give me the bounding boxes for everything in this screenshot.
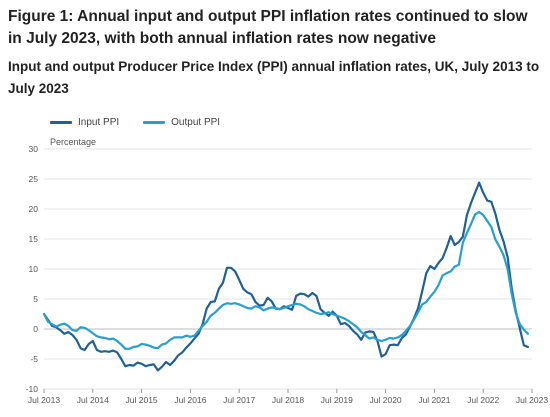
x-tick-label: Jul 2023 <box>516 395 548 405</box>
x-tick-label: Jul 2019 <box>321 395 353 405</box>
y-tick-label: 10 <box>29 264 39 274</box>
y-tick-label: 0 <box>33 324 38 334</box>
y-tick-label: 25 <box>29 174 39 184</box>
legend-label-output-ppi: Output PPI <box>171 117 221 128</box>
chart-legend: Input PPI Output PPI <box>50 117 220 128</box>
series-line-output-ppi <box>42 210 530 350</box>
x-tick-label: Jul 2013 <box>28 395 60 405</box>
x-tick-label: Jul 2014 <box>77 395 109 405</box>
legend-item-input-ppi[interactable]: Input PPI <box>50 117 119 128</box>
legend-item-output-ppi[interactable]: Output PPI <box>143 117 220 128</box>
y-axis-label: Percentage <box>50 137 96 147</box>
x-tick-label: Jul 2020 <box>370 395 402 405</box>
y-tick-label: -5 <box>30 354 38 364</box>
y-tick-label: 20 <box>29 204 39 214</box>
series-line-input-ppi <box>42 181 530 372</box>
x-tick-label: Jul 2016 <box>174 395 206 405</box>
legend-swatch-input-ppi <box>50 121 72 124</box>
legend-swatch-output-ppi <box>143 121 166 124</box>
figure-title: Figure 1: Annual input and output PPI in… <box>8 8 528 47</box>
y-tick-label: 5 <box>33 294 38 304</box>
x-tick-label: Jul 2018 <box>272 395 304 405</box>
legend-label-input-ppi: Input PPI <box>78 117 120 128</box>
x-tick-label: Jul 2017 <box>223 395 255 405</box>
x-tick-label: Jul 2015 <box>126 395 158 405</box>
y-tick-label: 30 <box>29 144 39 154</box>
x-tick-label: Jul 2021 <box>418 395 450 405</box>
y-tick-label: 15 <box>29 234 39 244</box>
x-tick-label: Jul 2022 <box>467 395 499 405</box>
title-block: Figure 1: Annual input and output PPI in… <box>8 6 542 100</box>
figure-subtitle: Input and output Producer Price Index (P… <box>8 59 540 96</box>
y-tick-label: -10 <box>26 384 39 394</box>
